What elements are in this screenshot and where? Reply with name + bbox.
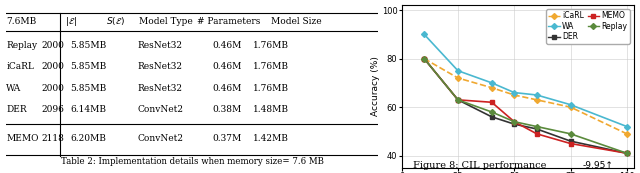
DER	[533, 128, 541, 130]
Text: # Parameters: # Parameters	[197, 17, 260, 26]
Text: DER: DER	[6, 105, 27, 114]
DER	[420, 58, 428, 60]
Text: 1.76MB: 1.76MB	[252, 41, 289, 50]
Text: 0.46M: 0.46M	[212, 62, 242, 71]
MEMO	[488, 101, 495, 103]
Text: iCaRL: iCaRL	[6, 62, 35, 71]
Text: $S(\mathcal{E})$: $S(\mathcal{E})$	[106, 15, 125, 28]
iCaRL	[511, 94, 518, 96]
Text: Table 2: Implementation details when memory size= 7.6 MB: Table 2: Implementation details when mem…	[61, 157, 323, 166]
Text: WA: WA	[6, 84, 22, 93]
Text: ResNet32: ResNet32	[138, 62, 183, 71]
WA	[533, 94, 541, 96]
Text: Model Size: Model Size	[271, 17, 321, 26]
MEMO	[623, 152, 630, 154]
Text: 6.14MB: 6.14MB	[70, 105, 107, 114]
DER	[623, 152, 630, 154]
Text: -9.95↑: -9.95↑	[582, 161, 613, 170]
Line: DER: DER	[422, 57, 629, 155]
Replay	[566, 133, 574, 135]
Text: 2000: 2000	[41, 41, 64, 50]
Text: 6.20MB: 6.20MB	[71, 134, 107, 143]
Text: Model Type: Model Type	[139, 17, 193, 26]
WA	[488, 82, 495, 84]
iCaRL	[488, 87, 495, 89]
MEMO	[566, 143, 574, 145]
MEMO	[511, 121, 518, 123]
DER	[454, 99, 462, 101]
Replay	[623, 152, 630, 154]
iCaRL	[566, 106, 574, 108]
Text: ResNet32: ResNet32	[138, 84, 183, 93]
Text: 1.48MB: 1.48MB	[252, 105, 289, 114]
WA	[454, 70, 462, 72]
Legend: iCaRL, WA, DER, MEMO, Replay: iCaRL, WA, DER, MEMO, Replay	[546, 9, 630, 44]
Text: Replay: Replay	[6, 41, 38, 50]
Text: 0.37M: 0.37M	[212, 134, 242, 143]
Text: 7.6MB: 7.6MB	[6, 17, 36, 26]
iCaRL	[533, 99, 541, 101]
MEMO	[533, 133, 541, 135]
Text: MEMO: MEMO	[6, 134, 39, 143]
Text: 0.46M: 0.46M	[212, 41, 242, 50]
WA	[511, 92, 518, 94]
Text: 1.42MB: 1.42MB	[253, 134, 289, 143]
Text: $|\mathcal{E}|$: $|\mathcal{E}|$	[65, 15, 77, 28]
Text: 1.76MB: 1.76MB	[252, 84, 289, 93]
iCaRL	[623, 133, 630, 135]
MEMO	[454, 99, 462, 101]
Replay	[420, 58, 428, 60]
MEMO	[420, 58, 428, 60]
Text: ConvNet2: ConvNet2	[138, 105, 184, 114]
Text: 5.85MB: 5.85MB	[70, 84, 107, 93]
iCaRL	[420, 58, 428, 60]
Text: ResNet32: ResNet32	[138, 41, 183, 50]
Line: iCaRL: iCaRL	[422, 57, 629, 136]
Replay	[488, 111, 495, 113]
iCaRL	[454, 77, 462, 79]
Text: 0.46M: 0.46M	[212, 84, 242, 93]
Line: MEMO: MEMO	[422, 57, 629, 155]
Text: 1.76MB: 1.76MB	[252, 62, 289, 71]
Text: 5.85MB: 5.85MB	[70, 41, 107, 50]
Line: Replay: Replay	[422, 57, 629, 155]
Text: ConvNet2: ConvNet2	[138, 134, 184, 143]
Text: 2000: 2000	[41, 84, 64, 93]
Replay	[511, 121, 518, 123]
Text: 5.85MB: 5.85MB	[70, 62, 107, 71]
Text: 2000: 2000	[41, 62, 64, 71]
Y-axis label: Accuracy (%): Accuracy (%)	[371, 57, 380, 116]
Text: Figure 8: CIL performance: Figure 8: CIL performance	[413, 161, 547, 170]
DER	[511, 123, 518, 125]
Line: WA: WA	[422, 32, 629, 129]
Replay	[533, 125, 541, 128]
Text: 2118: 2118	[41, 134, 64, 143]
WA	[566, 104, 574, 106]
WA	[623, 125, 630, 128]
WA	[420, 33, 428, 35]
Replay	[454, 99, 462, 101]
Text: 2096: 2096	[41, 105, 64, 114]
DER	[488, 116, 495, 118]
Text: 0.38M: 0.38M	[212, 105, 242, 114]
DER	[566, 140, 574, 142]
